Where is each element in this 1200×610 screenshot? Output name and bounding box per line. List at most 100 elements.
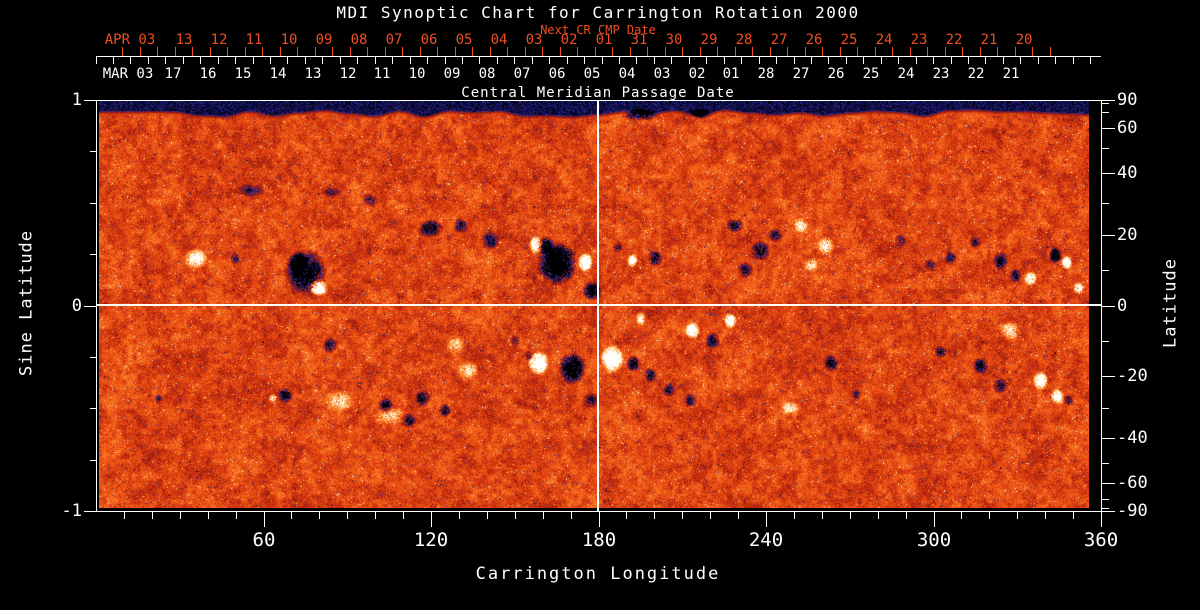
next-cr-tick bbox=[665, 47, 666, 56]
next-cr-tick-label: 26 bbox=[805, 32, 823, 48]
next-cr-tick bbox=[595, 47, 596, 56]
cmp-tick-label: 04 bbox=[618, 66, 636, 82]
longitude-tick bbox=[850, 511, 851, 519]
cmp-tick-label: 24 bbox=[897, 66, 915, 82]
next-cr-tick bbox=[875, 47, 876, 56]
cmp-tick bbox=[951, 57, 952, 64]
cmp-tick bbox=[287, 57, 288, 64]
latitude-tick bbox=[1102, 376, 1115, 377]
next-cr-tick-label: 23 bbox=[910, 32, 928, 48]
next-cr-tick-label: 12 bbox=[210, 32, 228, 48]
cmp-tick bbox=[863, 57, 864, 64]
latitude-tick bbox=[1102, 270, 1109, 271]
next-cr-tick bbox=[402, 47, 403, 56]
next-cr-tick bbox=[210, 47, 211, 56]
cmp-tick bbox=[706, 57, 707, 64]
cmp-tick-label: 12 bbox=[339, 66, 357, 82]
sine-latitude-tick bbox=[90, 460, 96, 461]
next-cr-tick bbox=[892, 47, 893, 56]
next-cr-tick bbox=[315, 47, 316, 56]
next-cr-tick bbox=[805, 47, 806, 56]
next-cr-tick bbox=[647, 47, 648, 56]
cmp-tick bbox=[270, 57, 271, 64]
next-cr-tick bbox=[122, 47, 123, 56]
latitude-tick bbox=[1102, 203, 1109, 204]
next-cr-tick bbox=[612, 47, 613, 56]
cmp-tick bbox=[567, 57, 568, 64]
cmp-tick bbox=[445, 57, 446, 64]
cmp-tick bbox=[1090, 57, 1091, 64]
cmp-tick bbox=[1003, 57, 1004, 64]
next-cr-tick bbox=[175, 47, 176, 56]
cmp-tick-label: 22 bbox=[967, 66, 985, 82]
next-cr-tick bbox=[525, 47, 526, 56]
next-cr-tick-label: 09 bbox=[315, 32, 333, 48]
next-cr-tick bbox=[280, 47, 281, 56]
next-cr-tick bbox=[472, 47, 473, 56]
sine-latitude-tick bbox=[90, 203, 96, 204]
longitude-tick bbox=[180, 511, 181, 519]
chart-title: MDI Synoptic Chart for Carrington Rotati… bbox=[336, 3, 860, 22]
cmp-tick-label: 26 bbox=[827, 66, 845, 82]
cmp-tick bbox=[724, 57, 725, 64]
longitude-tick bbox=[794, 511, 795, 519]
longitude-tick bbox=[738, 511, 739, 519]
longitude-tick bbox=[878, 511, 879, 519]
next-cr-tick-label: 20 bbox=[1015, 32, 1033, 48]
latitude-tick bbox=[1102, 148, 1109, 149]
cmp-tick-label: 14 bbox=[269, 66, 287, 82]
next-cr-tick bbox=[945, 47, 946, 56]
next-cr-tick bbox=[157, 47, 158, 56]
latitude-tick bbox=[1102, 173, 1115, 174]
next-cr-tick-label: 06 bbox=[420, 32, 438, 48]
cmp-tick-label: 06 bbox=[548, 66, 566, 82]
longitude-tick bbox=[431, 511, 432, 527]
cmp-tick bbox=[96, 57, 97, 64]
next-cr-tick-label: 28 bbox=[735, 32, 753, 48]
next-cr-tick-label: 29 bbox=[700, 32, 718, 48]
cmp-tick bbox=[968, 57, 969, 64]
next-cr-tick bbox=[910, 47, 911, 56]
y-axis-right-title: Latitude bbox=[1160, 258, 1181, 348]
next-cr-tick bbox=[630, 47, 631, 56]
cmp-tick bbox=[741, 57, 742, 64]
cmp-tick bbox=[130, 57, 131, 64]
latitude-tick bbox=[1102, 100, 1115, 101]
next-cr-tick bbox=[787, 47, 788, 56]
next-cr-tick bbox=[822, 47, 823, 56]
longitude-tick bbox=[654, 511, 655, 519]
next-cr-tick-label: 03 bbox=[525, 32, 543, 48]
x-axis-title: Carrington Longitude bbox=[475, 564, 721, 584]
cmp-tick-label: 08 bbox=[478, 66, 496, 82]
next-cr-tick bbox=[962, 47, 963, 56]
longitude-tick bbox=[571, 511, 572, 519]
next-cr-tick-label: 11 bbox=[245, 32, 263, 48]
sine-latitude-tick bbox=[84, 511, 96, 512]
cmp-tick-label: 21 bbox=[1002, 66, 1020, 82]
next-cr-tick-label: 31 bbox=[630, 32, 648, 48]
cmp-tick bbox=[200, 57, 201, 64]
next-cr-tick bbox=[682, 47, 683, 56]
next-cr-tick bbox=[735, 47, 736, 56]
next-cr-tick bbox=[245, 47, 246, 56]
sine-latitude-tick bbox=[84, 306, 96, 307]
next-cr-tick-label: 30 bbox=[665, 32, 683, 48]
cmp-tick bbox=[392, 57, 393, 64]
next-cr-tick-label: 21 bbox=[980, 32, 998, 48]
longitude-tick bbox=[459, 511, 460, 519]
crosshair-vertical-180deg bbox=[597, 101, 599, 511]
latitude-tick-label: -40 bbox=[1117, 428, 1148, 448]
next-cr-tick bbox=[857, 47, 858, 56]
longitude-tick bbox=[989, 511, 990, 519]
cmp-tick bbox=[1038, 57, 1039, 64]
cmp-tick bbox=[654, 57, 655, 64]
cmp-tick bbox=[357, 57, 358, 64]
next-cr-tick bbox=[490, 47, 491, 56]
cmp-tick bbox=[148, 57, 149, 64]
next-cr-tick bbox=[297, 47, 298, 56]
latitude-tick bbox=[1102, 511, 1115, 512]
longitude-tick bbox=[347, 511, 348, 519]
cmp-tick bbox=[497, 57, 498, 64]
longitude-tick bbox=[264, 511, 265, 527]
next-cr-tick bbox=[1032, 47, 1033, 56]
